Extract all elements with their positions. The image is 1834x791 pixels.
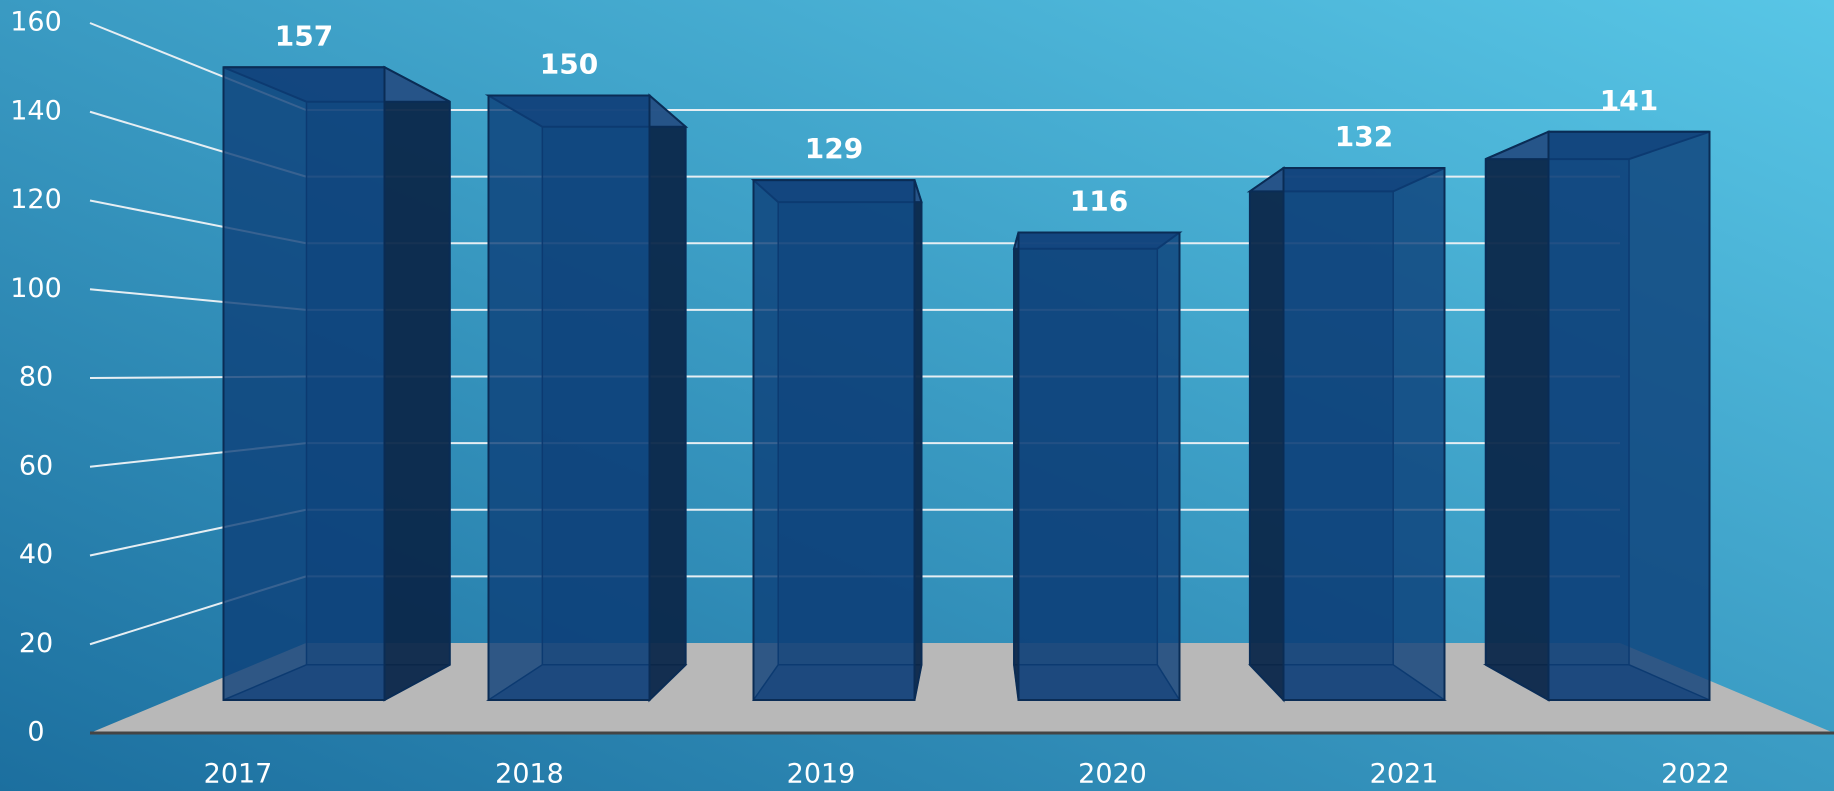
y-tick-label: 120 xyxy=(10,184,62,215)
x-tick-label: 2021 xyxy=(1370,759,1439,790)
y-tick-label: 160 xyxy=(10,7,62,38)
y-tick-label: 140 xyxy=(10,95,62,126)
x-tick-label: 2020 xyxy=(1078,759,1147,790)
y-tick-label: 20 xyxy=(19,628,53,659)
value-label: 150 xyxy=(540,48,598,81)
value-label: 157 xyxy=(275,19,333,52)
bar-side xyxy=(1248,166,1285,703)
y-tick-label: 0 xyxy=(27,717,44,748)
y-tick-label: 100 xyxy=(10,273,62,304)
value-label: 116 xyxy=(1070,185,1128,218)
value-label: 129 xyxy=(805,132,863,165)
bar xyxy=(487,94,651,701)
value-label: 132 xyxy=(1335,120,1393,153)
bar xyxy=(752,179,916,701)
bar xyxy=(1017,231,1181,702)
x-tick-label: 2019 xyxy=(787,759,856,790)
y-tick-label: 80 xyxy=(19,362,53,393)
bar xyxy=(1282,167,1446,702)
x-tick-label: 2018 xyxy=(495,759,564,790)
bar xyxy=(222,66,386,702)
x-tick-label: 2022 xyxy=(1661,759,1730,790)
bar-side xyxy=(383,65,451,702)
y-tick-label: 40 xyxy=(19,539,53,570)
bar-side xyxy=(913,179,923,701)
bar-side xyxy=(648,93,687,703)
bar xyxy=(1547,130,1711,701)
bar-side xyxy=(1484,130,1550,702)
x-tick-label: 2017 xyxy=(204,759,273,790)
y-tick-label: 60 xyxy=(19,450,53,481)
value-label: 141 xyxy=(1600,84,1658,117)
